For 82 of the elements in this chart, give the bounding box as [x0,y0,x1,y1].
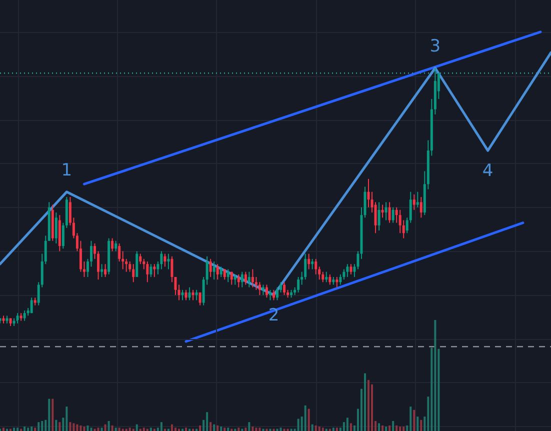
bar [72,423,75,431]
annotation: 1 [61,160,72,180]
bar [244,428,247,431]
bar [216,425,219,431]
bar [55,420,58,431]
bar [252,426,254,431]
bar [318,426,320,431]
bar [38,422,40,431]
bar [185,428,188,431]
bar [41,421,44,431]
bar [297,418,300,431]
bar [100,428,103,431]
bar [364,373,366,431]
bar [413,410,416,431]
bar [86,425,89,431]
bar [2,428,5,431]
bar [371,384,374,431]
bar [114,428,117,431]
bar [142,428,145,431]
bar [90,428,92,431]
bar [385,426,388,431]
bar [336,428,338,431]
bar [220,426,222,431]
bar [83,426,86,431]
bar [420,420,422,431]
bar [332,428,334,431]
bar [224,428,226,431]
bar [308,408,310,431]
bar [350,423,352,431]
bar [238,428,240,431]
bar [16,428,19,431]
annotation: 4 [482,160,494,181]
bar [399,426,402,431]
bar [52,398,54,431]
bar [150,428,152,431]
bar [108,421,110,431]
bar [314,425,317,431]
bar [258,428,261,431]
bar [227,428,230,431]
bar [434,320,436,431]
bar [210,422,212,431]
bar [80,425,82,431]
bar [213,424,216,431]
bar [322,428,324,431]
bar [402,426,405,431]
bar [30,426,33,431]
annotation: 2 [268,305,280,326]
bar [248,422,250,431]
bar [111,425,114,431]
bar [392,421,394,431]
bar [118,428,120,431]
bar [382,425,384,431]
bar [255,428,258,431]
bar [416,416,419,431]
bar [368,380,370,431]
bar [410,406,412,431]
bar [388,425,391,431]
bar [66,406,68,431]
bar [280,428,282,431]
bar [104,424,106,431]
text: 3 [430,36,441,56]
bar [48,398,50,431]
bar [34,428,36,431]
bar [136,424,138,431]
bar [58,422,61,431]
bar [69,422,72,431]
bar [13,428,16,431]
bar [174,428,176,431]
bar [199,425,202,431]
bar [206,412,208,431]
bar [311,424,314,431]
bar [128,428,131,431]
bar [346,418,348,431]
bar [396,425,398,431]
bar [76,424,78,431]
bar [304,405,306,431]
bar [170,424,173,431]
bar [160,422,162,431]
bar [97,428,100,431]
bar [378,423,380,431]
bar [27,428,30,431]
bar [24,426,26,431]
